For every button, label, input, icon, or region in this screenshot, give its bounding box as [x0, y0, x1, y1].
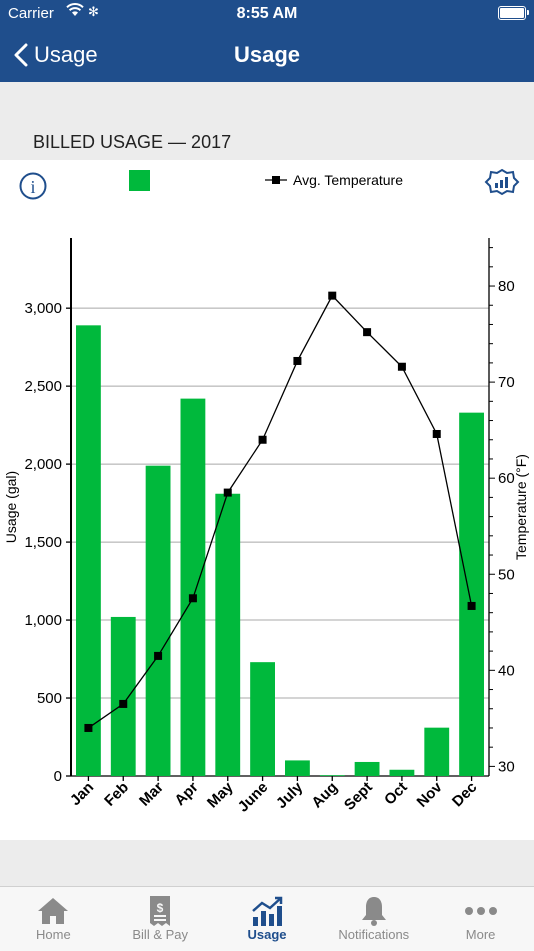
- x-tick-label: Sept: [341, 779, 376, 814]
- temperature-point: [467, 601, 476, 610]
- y-right-tick-label: 50: [498, 566, 515, 583]
- back-label: Usage: [34, 42, 98, 67]
- bar: [319, 775, 345, 776]
- temperature-legend-label: Avg. Temperature: [293, 172, 403, 188]
- tab-more-label: More: [465, 927, 496, 942]
- tab-bar: Home $ Bill & Pay Usage Notifications Mo…: [0, 886, 534, 951]
- bill-icon: $: [147, 895, 173, 927]
- temperature-point: [258, 435, 267, 444]
- y-tick-label: 1,000: [24, 612, 62, 629]
- info-button[interactable]: i: [19, 172, 47, 200]
- status-bar: Carrier ✻ 8:55 AM: [0, 0, 534, 28]
- y-right-tick-label: 80: [498, 278, 515, 295]
- temperature-point: [328, 291, 337, 300]
- x-tick-label: July: [273, 778, 307, 812]
- svg-text:i: i: [30, 177, 35, 197]
- y-tick-label: 500: [37, 690, 62, 707]
- tab-bill-pay-label: Bill & Pay: [132, 927, 189, 942]
- temperature-point: [154, 651, 163, 660]
- tab-more[interactable]: More: [427, 887, 534, 951]
- nav-bar: Usage Usage: [0, 28, 534, 82]
- y-tick-label: 2,500: [24, 378, 62, 395]
- x-tick-label: Apr: [171, 779, 201, 809]
- tab-home-label: Home: [36, 927, 71, 942]
- chart-settings-button[interactable]: [484, 168, 520, 196]
- chevron-left-icon: [14, 43, 28, 67]
- temperature-point: [432, 429, 441, 438]
- temperature-point: [84, 723, 93, 732]
- temperature-point: [397, 362, 406, 371]
- bell-icon: [360, 895, 388, 927]
- y-tick-label: 0: [54, 768, 62, 785]
- y-right-tick-label: 40: [498, 662, 515, 679]
- back-button[interactable]: Usage: [14, 40, 98, 70]
- home-icon: [36, 895, 70, 927]
- more-icon: [464, 895, 498, 927]
- y-tick-label: 1,500: [24, 534, 62, 551]
- carrier-label: Carrier: [8, 5, 54, 22]
- usage-chart: i Avg. Temperature 0 500 1,000 1,500 2,000 2,…: [3, 168, 529, 816]
- y-right-tick-label: 30: [498, 758, 515, 775]
- temperature-point: [223, 488, 232, 497]
- chart-card: i Avg. Temperature 0 500 1,000 1,500 2,000 2,…: [0, 160, 534, 840]
- temperature-point: [363, 328, 372, 337]
- x-tick-label: Jan: [67, 779, 97, 809]
- bar: [76, 325, 101, 776]
- tab-usage-label: Usage: [247, 927, 287, 942]
- x-tick-label: May: [204, 778, 237, 811]
- tab-notifications-label: Notifications: [338, 927, 410, 942]
- y-right-tick-label: 60: [498, 470, 515, 487]
- temperature-legend-marker: [265, 176, 287, 184]
- status-time: 8:55 AM: [236, 5, 298, 22]
- bar: [389, 769, 415, 776]
- svg-text:$: $: [157, 901, 164, 915]
- bar: [215, 493, 241, 776]
- x-tick-label: Nov: [414, 778, 447, 811]
- bar: [459, 412, 484, 776]
- tab-notifications[interactable]: Notifications: [320, 887, 427, 951]
- temperature-point: [188, 594, 197, 603]
- y-axis-title: Usage (gal): [3, 471, 19, 543]
- temperature-point: [293, 356, 302, 365]
- x-tick-label: Feb: [101, 779, 132, 810]
- wifi-icon: [66, 3, 84, 21]
- y-right-tick-label: 70: [498, 374, 515, 391]
- x-tick-label: Aug: [308, 779, 341, 812]
- x-tick-label: Oct: [381, 779, 411, 809]
- temperature-point: [119, 699, 128, 708]
- activity-spinner-icon: ✻: [88, 4, 99, 19]
- footer-spacer: [0, 840, 534, 886]
- x-tick-label: Mar: [136, 779, 167, 810]
- section-title: BILLED USAGE — 2017: [33, 132, 232, 152]
- x-tick-label: Dec: [449, 779, 480, 810]
- bar: [354, 761, 380, 776]
- y-tick-label: 3,000: [24, 300, 62, 317]
- y-right-axis-title: Temperature (°F): [513, 454, 529, 560]
- tab-usage[interactable]: Usage: [214, 887, 321, 951]
- tab-bill-pay[interactable]: $ Bill & Pay: [107, 887, 214, 951]
- tab-home[interactable]: Home: [0, 887, 107, 951]
- bar: [250, 662, 275, 776]
- bar: [180, 398, 206, 776]
- bar: [285, 760, 310, 776]
- usage-legend-swatch: [129, 170, 150, 191]
- bar: [110, 616, 136, 776]
- battery-icon: [498, 6, 529, 20]
- y-tick-label: 2,000: [24, 456, 62, 473]
- x-tick-label: June: [235, 779, 272, 816]
- bar: [424, 727, 450, 776]
- bar: [145, 465, 171, 776]
- temperature-line: [88, 294, 473, 729]
- usage-chart-icon: [250, 895, 284, 927]
